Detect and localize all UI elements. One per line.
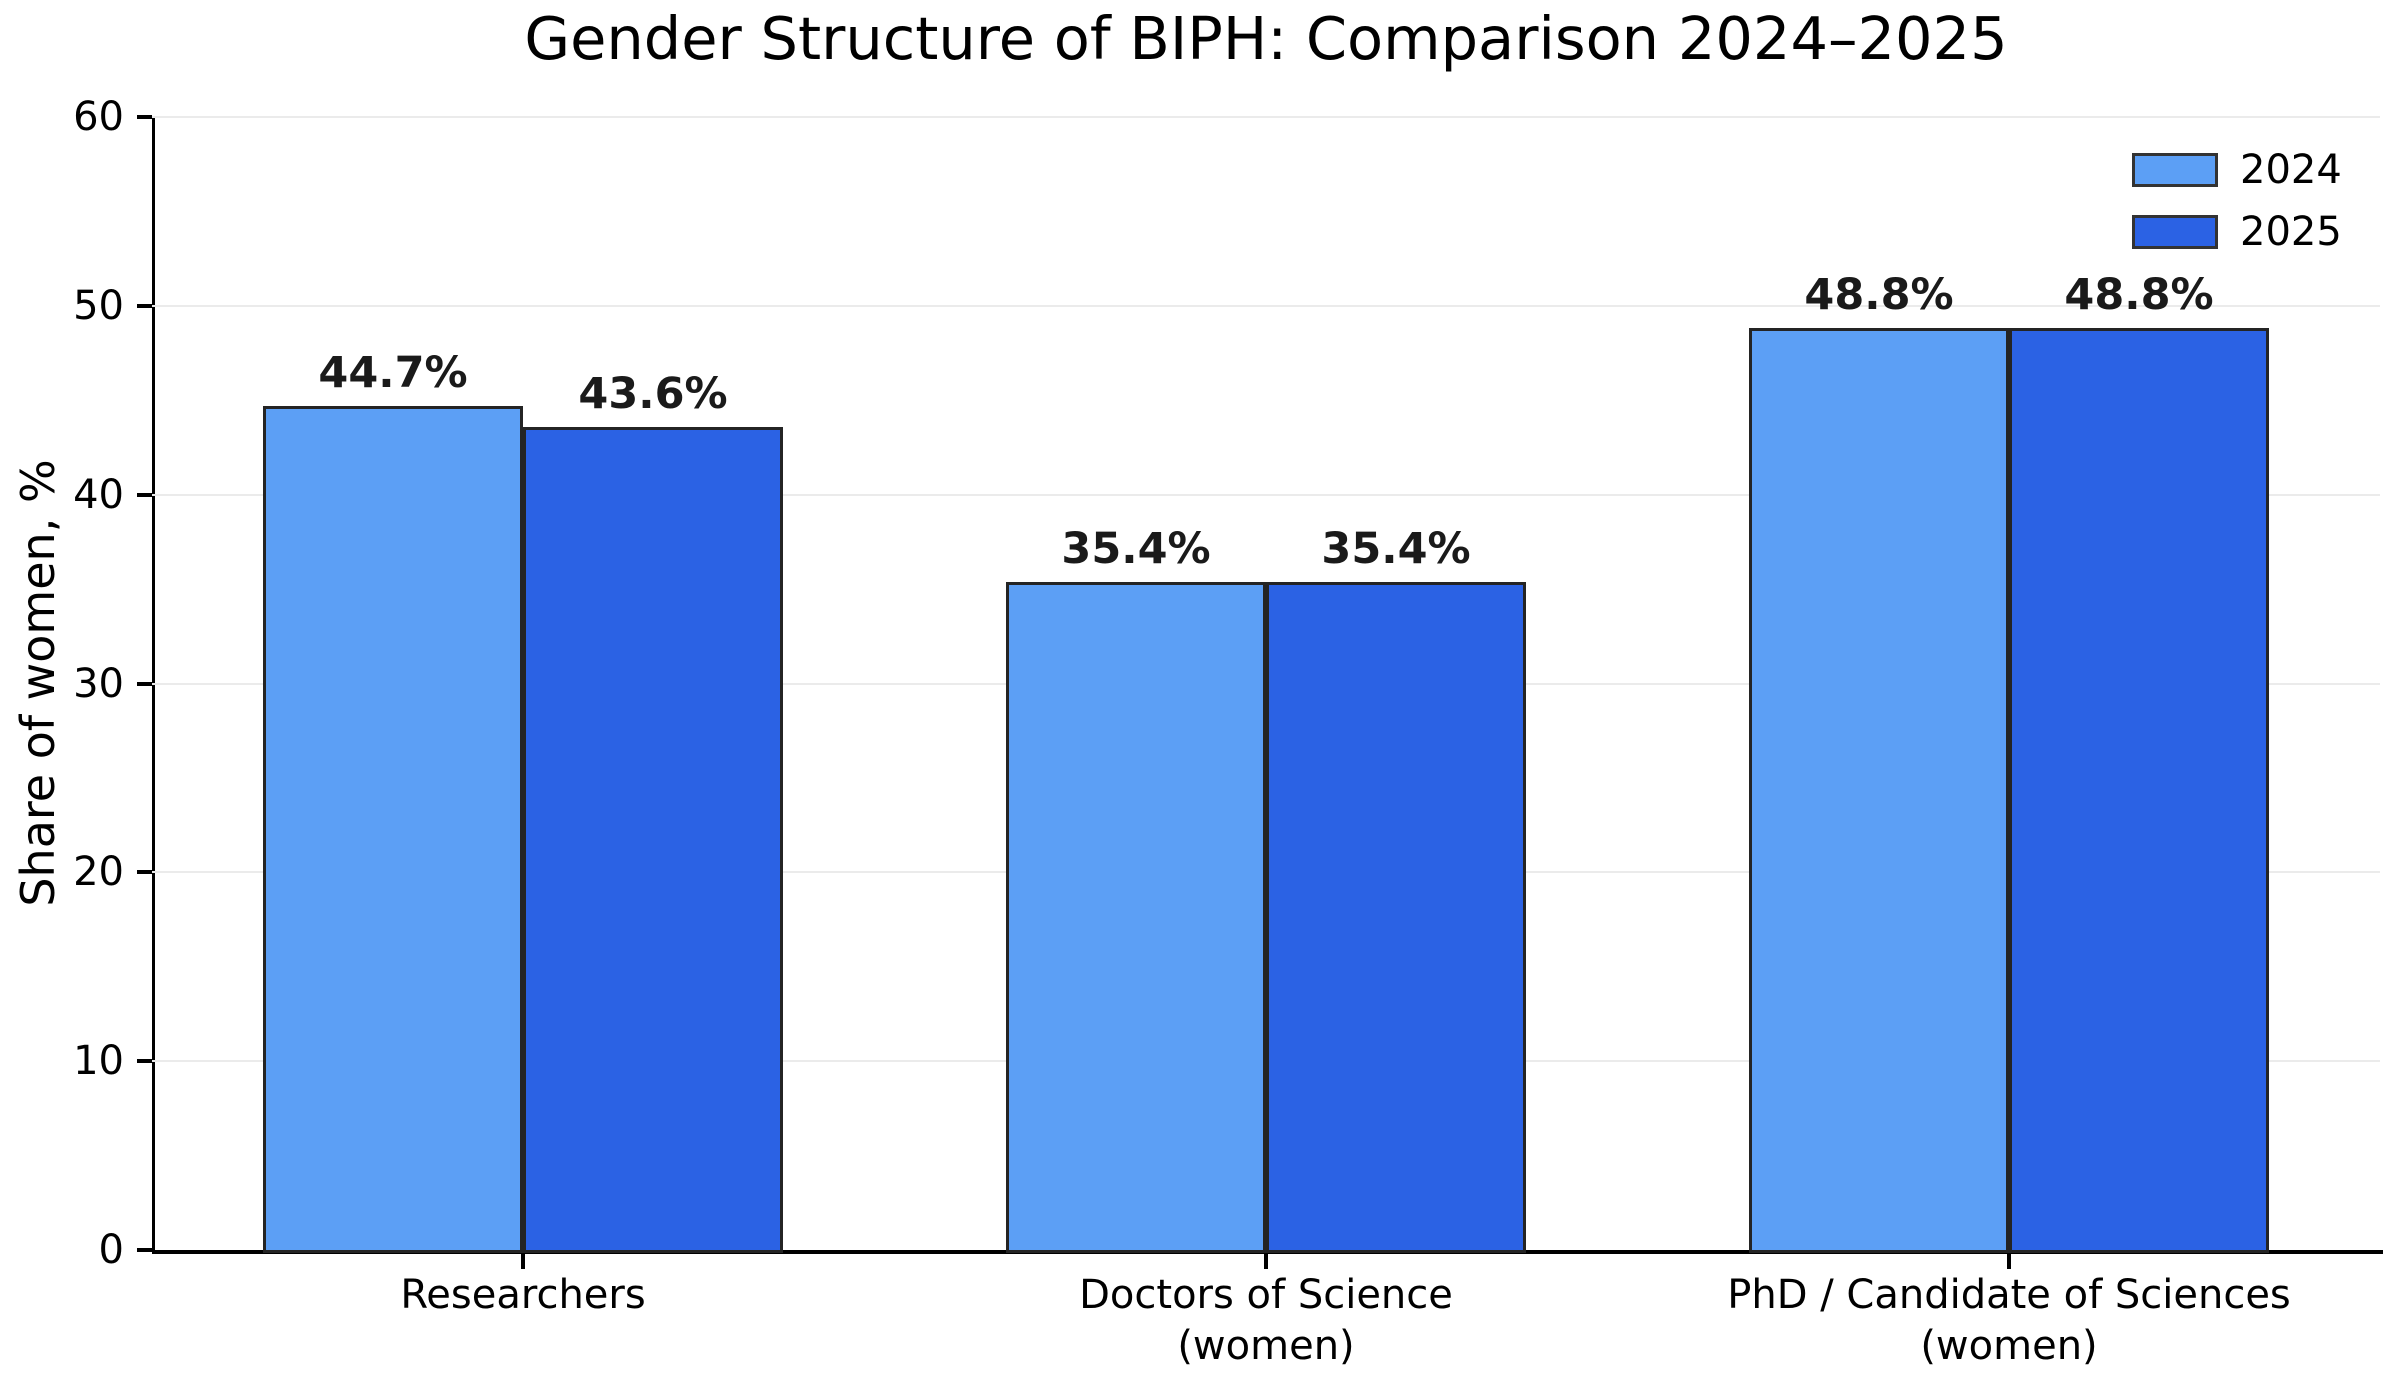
bar-value-label-2024-category-0: 44.7% [318,347,468,398]
gridline-40 [152,493,2380,496]
legend-label-2025: 2025 [2240,209,2342,255]
legend-swatch-2025 [2132,215,2218,249]
y-tick-mark-50 [137,303,152,308]
bar-2025-category-1 [1266,581,1526,1253]
bar-value-label-2024-category-1: 35.4% [1061,523,1211,574]
bar-value-label-2024-category-2: 48.8% [1804,270,1954,321]
y-tick-mark-10 [137,1059,152,1064]
y-tick-label-50: 50 [73,282,124,329]
bar-value-label-2025-category-2: 48.8% [2064,270,2214,321]
x-tick-label-line: (women) [1177,1323,1355,1369]
x-tick-mark-2 [2007,1254,2011,1269]
bar-value-label-2025-category-1: 35.4% [1321,523,1471,574]
x-tick-label-0: Researchers [73,1270,973,1321]
bar-2025-category-2 [2009,328,2269,1253]
y-tick-label-30: 30 [73,660,124,707]
x-tick-label-line: PhD / Candidate of Sciences [1727,1272,2291,1318]
y-tick-label-10: 10 [73,1038,124,1085]
x-tick-label-line: Researchers [400,1272,646,1318]
x-tick-mark-0 [521,1254,525,1269]
bar-2025-category-0 [523,426,783,1253]
y-tick-mark-60 [137,115,152,119]
bar-2024-category-0 [263,405,523,1253]
y-tick-label-0: 0 [98,1227,124,1273]
chart-title: Gender Structure of BIPH: Comparison 202… [524,4,2008,73]
y-tick-mark-30 [137,681,152,686]
x-tick-label-line: Doctors of Science [1079,1272,1453,1318]
x-tick-mark-1 [1264,1254,1268,1269]
y-tick-label-60: 60 [73,94,124,140]
legend-swatch-2024 [2132,153,2218,187]
y-tick-mark-0 [137,1248,152,1252]
bar-2024-category-1 [1006,581,1266,1253]
legend-label-2024: 2024 [2240,147,2342,193]
bar-2024-category-2 [1749,328,2009,1253]
x-tick-label-line: (women) [1920,1323,2098,1369]
y-tick-mark-40 [137,492,152,497]
y-tick-label-40: 40 [73,471,124,518]
bar-value-label-2025-category-0: 43.6% [578,368,728,419]
x-tick-label-1: Doctors of Science (women) [816,1270,1716,1372]
gridline-50 [152,304,2380,307]
gridline-60 [152,116,2380,118]
y-tick-label-20: 20 [73,849,124,896]
x-tick-label-2: PhD / Candidate of Sciences (women) [1559,1270,2402,1372]
y-tick-mark-20 [137,870,152,875]
